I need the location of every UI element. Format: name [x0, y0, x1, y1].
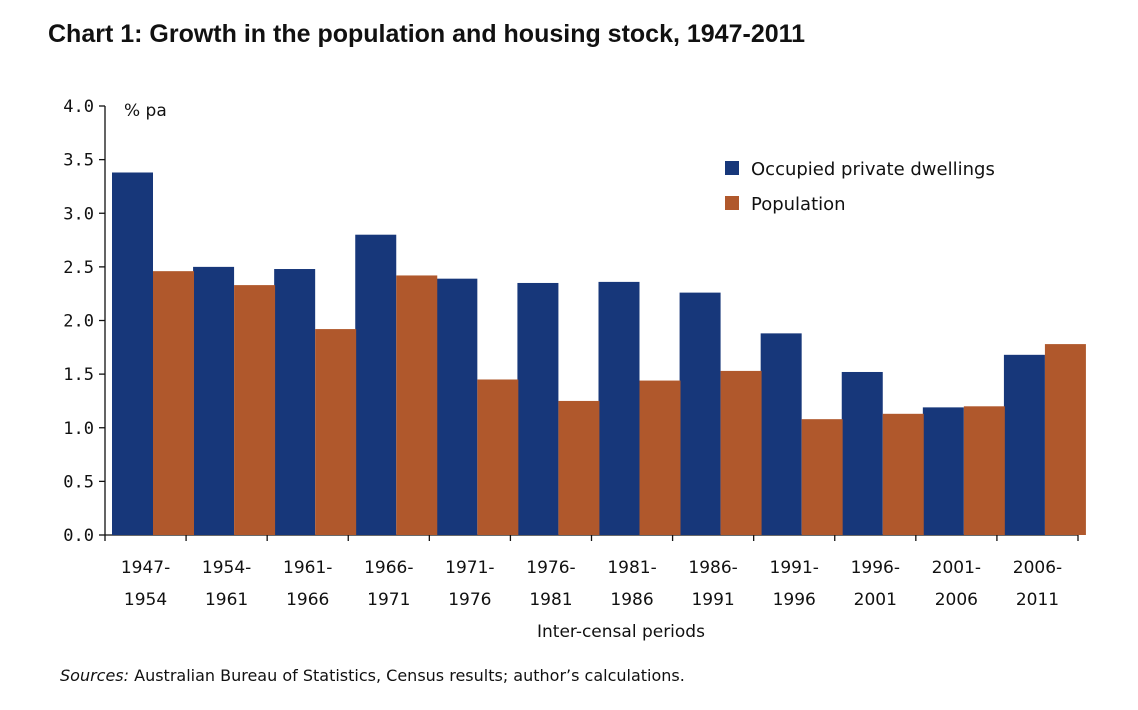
- bar-population: [558, 400, 600, 535]
- x-tick-label: 1966: [286, 590, 329, 610]
- x-tick-label: 2006-: [1013, 558, 1062, 578]
- x-tick-label: 1971-: [445, 558, 494, 578]
- sources-note: Sources: Australian Bureau of Statistics…: [60, 666, 685, 685]
- x-tick-label: 1961: [205, 590, 248, 610]
- x-tick-label: 1986: [610, 590, 653, 610]
- bar-dwellings: [274, 269, 316, 535]
- legend-label: Population: [751, 194, 846, 215]
- x-tick-label: 1954: [124, 590, 167, 610]
- x-tick-label: 1991-: [770, 558, 819, 578]
- y-tick-label: 3.0: [63, 204, 94, 224]
- sources-prefix: Sources:: [60, 666, 130, 685]
- bar-population: [477, 379, 519, 535]
- bar-population: [720, 370, 762, 535]
- x-axis: 1947- 1954 1954- 1961 1961- 1966 1966- 1971 1971…: [104, 534, 1079, 610]
- y-tick-label: 4.0: [63, 97, 94, 117]
- x-tick-label: 1976: [448, 590, 491, 610]
- x-tick-label: 2001: [854, 590, 897, 610]
- bar-dwellings: [355, 234, 397, 535]
- bar-population: [963, 406, 1005, 535]
- y-tick-label: 3.5: [63, 151, 94, 171]
- legend-swatch: [725, 161, 739, 175]
- y-tick-label: 2.5: [63, 258, 94, 278]
- x-tick-label: 1971: [367, 590, 410, 610]
- y-tick-label: 2.0: [63, 312, 94, 332]
- bar-population: [639, 380, 681, 535]
- bar-dwellings: [517, 282, 559, 535]
- x-tick-label: 1976-: [526, 558, 575, 578]
- bars: [112, 172, 1086, 535]
- x-tick-label: 1991: [691, 590, 734, 610]
- bar-population: [882, 413, 924, 535]
- y-axis: 0.0 0.5 1.0 1.5 2.0 2.5 3.0 3.5 4.0: [63, 97, 106, 546]
- bar-population: [153, 271, 194, 535]
- bar-dwellings: [193, 266, 235, 535]
- bar-population: [234, 285, 276, 535]
- x-tick-label: 1986-: [688, 558, 737, 578]
- bar-population: [396, 275, 438, 535]
- bar-population: [1044, 344, 1086, 535]
- x-tick-label: 1961-: [283, 558, 332, 578]
- bar-dwellings: [679, 292, 721, 535]
- x-tick-label: 2006: [935, 590, 978, 610]
- x-tick-label: 1996-: [851, 558, 900, 578]
- x-tick-label: 1981-: [607, 558, 656, 578]
- x-tick-label: 1996: [773, 590, 816, 610]
- bar-dwellings: [760, 333, 802, 535]
- bar-dwellings: [1003, 354, 1045, 535]
- y-tick-label: 0.0: [63, 526, 94, 546]
- x-axis-title: Inter-censal periods: [537, 622, 705, 642]
- bar-population: [315, 329, 357, 535]
- x-tick-label: 2001-: [932, 558, 981, 578]
- bar-dwellings: [112, 172, 153, 535]
- bar-dwellings: [598, 281, 640, 535]
- legend-swatch: [725, 196, 739, 210]
- bar-dwellings: [436, 278, 478, 535]
- chart-title: Chart 1: Growth in the population and ho…: [48, 20, 806, 48]
- y-tick-label: 1.0: [63, 419, 94, 439]
- bar-dwellings: [922, 407, 964, 535]
- legend: Occupied private dwellings Population: [725, 159, 995, 215]
- legend-label: Occupied private dwellings: [751, 159, 995, 180]
- x-tick-label: 1947-: [121, 558, 170, 578]
- y-tick-label: 1.5: [63, 365, 94, 385]
- x-tick-label: 2011: [1016, 590, 1059, 610]
- y-tick-label: 0.5: [63, 472, 94, 492]
- x-tick-label: 1954-: [202, 558, 251, 578]
- bar-population: [801, 419, 843, 535]
- sources-text: Australian Bureau of Statistics, Census …: [129, 666, 685, 685]
- bar-dwellings: [841, 371, 883, 535]
- y-axis-unit-label: % pa: [124, 101, 167, 121]
- x-tick-label: 1966-: [364, 558, 413, 578]
- x-tick-label: 1981: [529, 590, 572, 610]
